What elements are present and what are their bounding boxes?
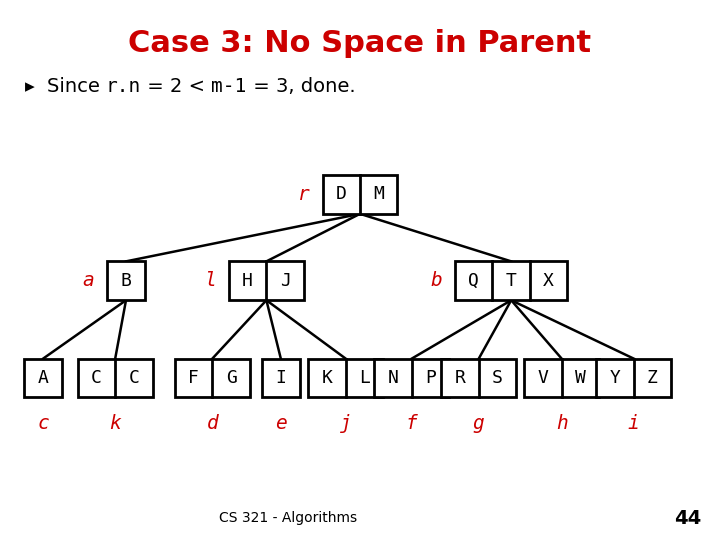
Text: L: L	[359, 369, 370, 387]
Text: = 3, done.: = 3, done.	[247, 77, 355, 96]
Text: S: S	[492, 369, 503, 387]
Text: h: h	[556, 414, 567, 434]
Text: e: e	[275, 414, 287, 434]
Text: j: j	[340, 414, 351, 434]
Text: a: a	[83, 271, 94, 291]
Bar	[308, 359, 383, 397]
Text: W: W	[575, 369, 586, 387]
Text: r: r	[298, 185, 310, 204]
Bar	[524, 359, 599, 397]
Text: P: P	[425, 369, 436, 387]
Bar	[229, 261, 304, 300]
Text: M: M	[373, 185, 384, 204]
Text: G: G	[225, 369, 237, 387]
Text: c: c	[37, 414, 49, 434]
Text: N: N	[387, 369, 399, 387]
Bar	[455, 261, 567, 300]
Text: C: C	[128, 369, 140, 387]
Text: k: k	[109, 414, 121, 434]
Text: Y: Y	[609, 369, 621, 387]
Text: X: X	[543, 272, 554, 290]
Text: d: d	[207, 414, 218, 434]
Text: r.n: r.n	[106, 77, 141, 96]
Text: A: A	[37, 369, 49, 387]
Text: b: b	[431, 271, 442, 291]
Text: J: J	[279, 272, 291, 290]
Text: Z: Z	[647, 369, 658, 387]
Text: g: g	[473, 414, 485, 434]
Bar	[441, 359, 516, 397]
Bar	[107, 261, 145, 300]
Bar	[323, 175, 397, 214]
Text: i: i	[628, 414, 639, 434]
Text: ▸: ▸	[25, 77, 35, 96]
Text: f: f	[406, 414, 418, 434]
Text: T: T	[505, 272, 517, 290]
Text: V: V	[537, 369, 549, 387]
Text: K: K	[321, 369, 333, 387]
Text: = 2 <: = 2 <	[141, 77, 212, 96]
Text: H: H	[242, 272, 253, 290]
Text: F: F	[188, 369, 199, 387]
Text: Q: Q	[468, 272, 480, 290]
Text: 44: 44	[674, 509, 701, 528]
Bar	[78, 359, 153, 397]
Bar	[374, 359, 449, 397]
Text: l: l	[204, 271, 216, 291]
Bar	[175, 359, 250, 397]
Text: I: I	[275, 369, 287, 387]
Text: R: R	[454, 369, 466, 387]
Text: Case 3: No Space in Parent: Case 3: No Space in Parent	[128, 29, 592, 58]
Text: D: D	[336, 185, 347, 204]
Text: B: B	[120, 272, 132, 290]
Text: Since: Since	[47, 77, 106, 96]
Text: m-1: m-1	[212, 77, 247, 96]
Bar	[596, 359, 671, 397]
Text: CS 321 - Algorithms: CS 321 - Algorithms	[219, 511, 357, 525]
Bar	[24, 359, 62, 397]
Bar	[262, 359, 300, 397]
Text: C: C	[91, 369, 102, 387]
